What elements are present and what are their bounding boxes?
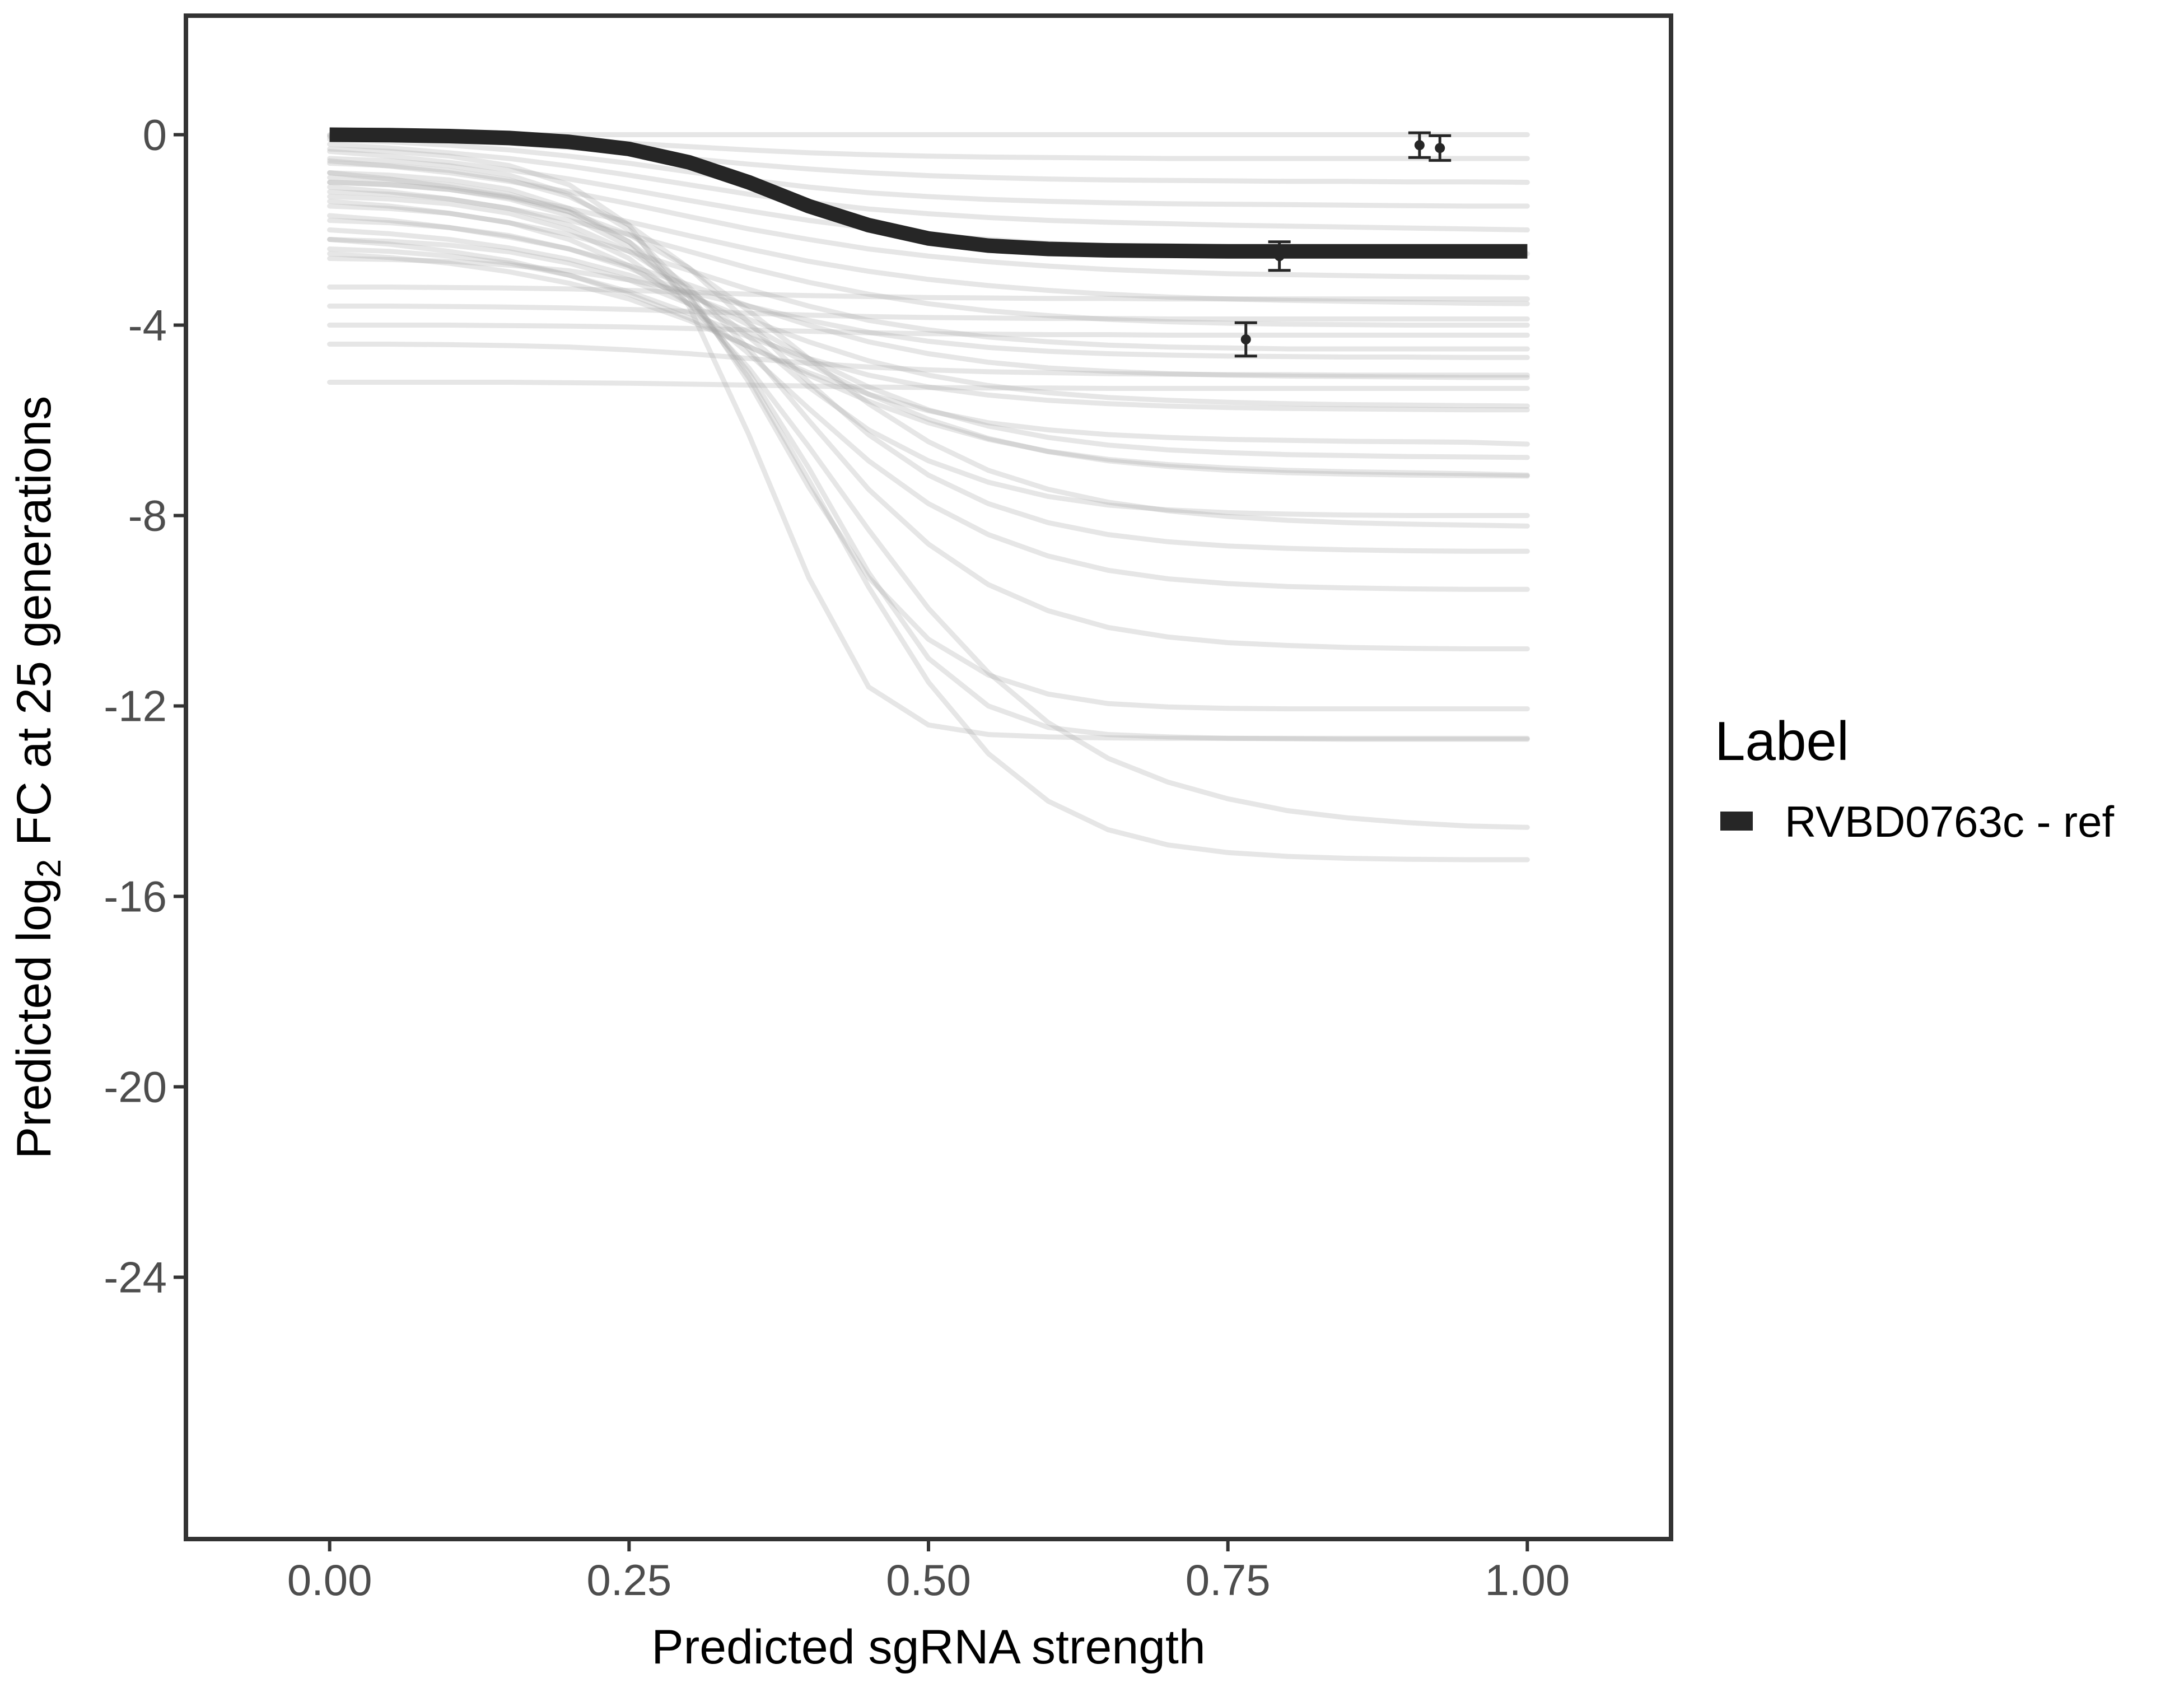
background-curve-25 [327,285,1530,302]
point-marker [1435,143,1445,153]
point-marker [1274,251,1285,262]
background-curve-19 [327,180,1530,742]
y-axis-title: Predicted log2 FC at 25 generations [7,396,68,1159]
highlight-curve-group [329,127,1528,259]
x-tick-label: 0.25 [586,1555,671,1605]
y-tick-label: -24 [104,1253,167,1302]
background-curve-20 [327,146,1530,741]
background-curve-8 [327,184,1530,328]
y-axis-title-suffix: FC at 25 generations [7,396,61,859]
y-tick-label: -20 [104,1062,167,1112]
legend-entry-label: RVBD0763c - ref [1785,797,2114,846]
background-curve-21 [327,194,1530,830]
point-marker [1240,334,1251,344]
legend-key-swatch [1720,812,1753,831]
background-curve-30 [327,218,1530,460]
data-point-0 [1234,321,1257,358]
background-curve-32 [327,180,1530,529]
background-curve-29 [327,380,1530,391]
background-curve-7 [327,170,1530,306]
legend-title: Label [1715,710,1849,772]
background-curve-10 [327,213,1530,380]
background-curve-23 [327,246,1530,413]
data-point-1 [1268,240,1291,272]
x-tick-label: 0.00 [287,1555,372,1605]
background-curve-15 [327,161,1530,554]
y-axis-title-prefix: Predicted log [7,878,61,1159]
background-curve-22 [327,170,1530,863]
background-curve-31 [327,237,1530,479]
background-curve-26 [327,304,1530,321]
y-tick-label: -16 [104,872,167,921]
background-curve-11 [327,227,1530,409]
x-axis-title: Predicted sgRNA strength [651,1620,1206,1674]
data-point-2 [1408,131,1431,159]
background-curve-4 [327,142,1530,232]
y-tick-label: -4 [128,301,167,350]
y-axis: 0 -4 -8 -12 -16 -20 -24 [104,110,184,1302]
x-axis: 0.00 0.25 0.50 0.75 1.00 [287,1541,1570,1605]
background-curve-28 [327,342,1530,378]
background-curve-18 [327,156,1530,712]
background-curve-14 [327,189,1530,518]
y-tick-label: -8 [128,491,167,540]
x-tick-label: 1.00 [1485,1555,1570,1605]
highlight-curve [329,127,1528,259]
background-curve-12 [327,237,1530,447]
background-curve-16 [327,203,1530,592]
background-curve-3 [327,137,1530,209]
background-curve-13 [327,251,1530,478]
data-point-3 [1429,134,1452,162]
y-tick-label: 0 [143,110,167,160]
legend: Label RVBD0763c - ref [1715,710,2114,846]
y-tick-label: -12 [104,682,167,731]
plot-panel-border [184,13,1673,1541]
x-tick-label: 0.75 [1186,1555,1271,1605]
background-curve-24 [327,256,1530,360]
background-curve-17 [327,175,1530,651]
error-bar-points [1234,131,1452,358]
point-marker [1414,140,1425,151]
y-axis-title-subscript: 2 [30,859,68,878]
x-tick-label: 0.50 [886,1555,971,1605]
background-curve-27 [327,323,1530,338]
background-curve-6 [327,158,1530,280]
background-curve-9 [327,199,1530,352]
